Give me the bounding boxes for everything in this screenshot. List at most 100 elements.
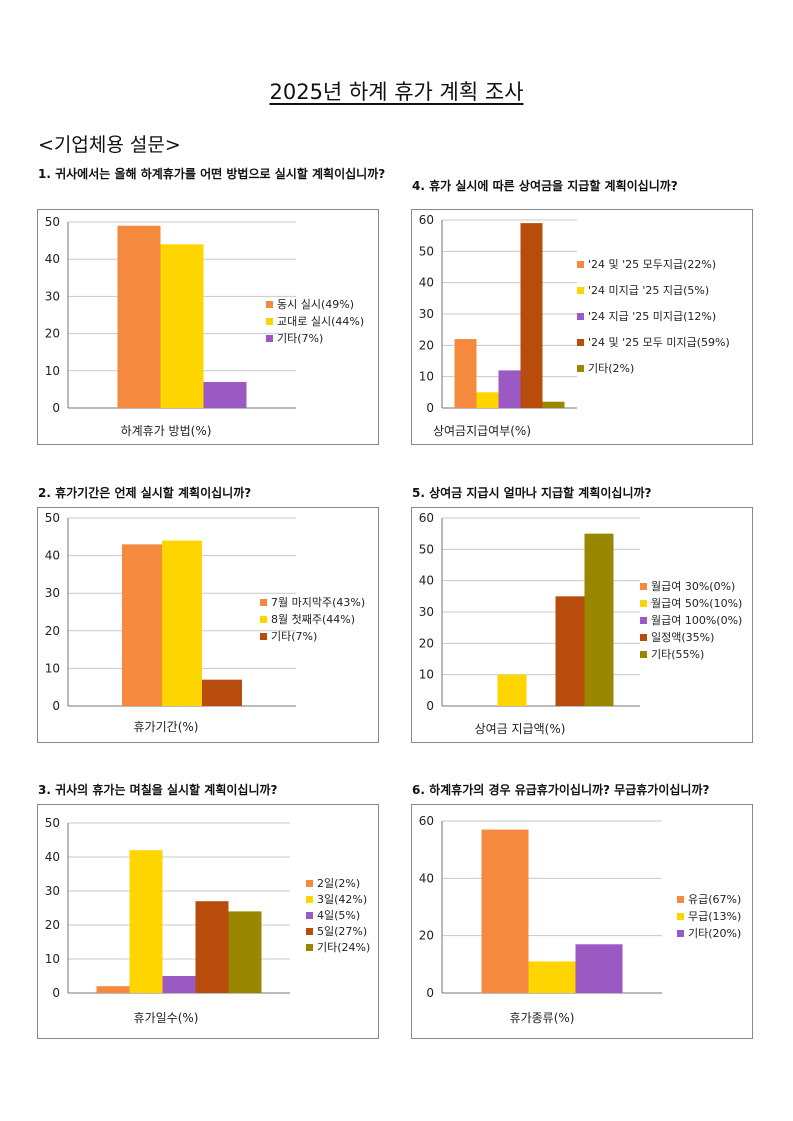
y-tick-label: 50 bbox=[45, 215, 60, 229]
legend-swatch bbox=[677, 930, 684, 937]
legend-label: 기타(2%) bbox=[588, 362, 634, 375]
y-tick-label: 20 bbox=[45, 624, 60, 638]
legend-label: 동시 실시(49%) bbox=[277, 298, 354, 311]
y-tick-label: 10 bbox=[45, 661, 60, 675]
y-tick-label: 30 bbox=[45, 884, 60, 898]
bar-1 bbox=[160, 244, 204, 408]
bar-0 bbox=[96, 986, 130, 993]
chart-svg: 0 10 20 30 40 50 하계휴가 방법(%) 동시 실시(49%) 교대로 실시(44… bbox=[45, 215, 364, 438]
y-tick-label: 0 bbox=[52, 699, 60, 713]
question-2: 2. 휴가기간은 언제 실시할 계획이십니까? bbox=[38, 486, 252, 500]
legend-label: 월급여 30%(0%) bbox=[651, 580, 735, 593]
legend-label: '24 및 '25 모두지급(22%) bbox=[588, 258, 716, 271]
page-title: 2025년 하계 휴가 계획 조사 bbox=[269, 80, 524, 104]
legend-swatch bbox=[266, 335, 273, 342]
chart-svg: 0 10 20 30 40 50 60 상여금 지급액(%) 월급여 30%(0%) 월급여 50… bbox=[419, 511, 743, 736]
legend-label: 교대로 실시(44%) bbox=[277, 315, 364, 328]
y-tick-label: 30 bbox=[419, 605, 434, 619]
y-tick-label: 30 bbox=[45, 586, 60, 600]
chart-vacation-type: 0 20 40 60 휴가종류(%) 유급(67%) 무급(13%) 기타(20%) bbox=[411, 804, 753, 1039]
bar-1 bbox=[129, 850, 163, 993]
x-axis-label: 휴가일수(%) bbox=[134, 1011, 199, 1025]
bar-1 bbox=[476, 392, 499, 408]
bar-0 bbox=[454, 339, 477, 408]
legend-label: 5일(27%) bbox=[317, 924, 367, 938]
bar-4 bbox=[542, 401, 565, 408]
legend-swatch bbox=[260, 616, 267, 623]
y-tick-label: 10 bbox=[45, 364, 60, 378]
bar-2 bbox=[498, 370, 521, 408]
legend-swatch bbox=[577, 339, 584, 346]
y-tick-label: 50 bbox=[419, 542, 434, 556]
y-tick-label: 0 bbox=[426, 699, 434, 713]
y-tick-label: 20 bbox=[419, 929, 434, 943]
legend-label: '24 미지급 '25 지급(5%) bbox=[588, 284, 709, 297]
bar-0 bbox=[481, 829, 529, 993]
legend-swatch bbox=[266, 301, 273, 308]
legend-label: 2일(2%) bbox=[317, 876, 360, 890]
chart-bonus-amount: 0 10 20 30 40 50 60 상여금 지급액(%) 월급여 30%(0%) 월급여 50… bbox=[411, 507, 753, 743]
legend-label: 기타(20%) bbox=[688, 927, 741, 940]
y-tick-label: 0 bbox=[426, 401, 434, 415]
legend-swatch bbox=[677, 896, 684, 903]
legend-label: 일정액(35%) bbox=[651, 630, 714, 644]
y-tick-label: 20 bbox=[419, 338, 434, 352]
question-5: 5. 상여금 지급시 얼마나 지급할 계획이십니까? bbox=[412, 486, 652, 500]
y-tick-label: 50 bbox=[419, 244, 434, 258]
y-tick-label: 40 bbox=[45, 850, 60, 864]
legend-label: 기타(7%) bbox=[271, 630, 317, 643]
legend-label: '24 지급 '25 미지급(12%) bbox=[588, 310, 716, 323]
bar-2 bbox=[203, 381, 247, 408]
legend-swatch bbox=[306, 896, 313, 903]
y-tick-label: 20 bbox=[419, 636, 434, 650]
x-axis-label: 상여금 지급액(%) bbox=[475, 722, 566, 736]
legend-swatch bbox=[260, 633, 267, 640]
section-heading: <기업체용 설문> bbox=[38, 134, 181, 156]
legend-swatch bbox=[640, 617, 647, 624]
bar-2 bbox=[575, 944, 623, 993]
bar-2 bbox=[162, 976, 196, 993]
chart-svg: 0 10 20 30 40 50 휴가일수(%) 2일(2%) 3일(42%) 4일(5%) 5일(… bbox=[45, 816, 371, 1025]
bar-4 bbox=[584, 533, 614, 706]
legend-swatch bbox=[306, 880, 313, 887]
y-tick-label: 40 bbox=[45, 252, 60, 266]
chart-vacation-days: 0 10 20 30 40 50 휴가일수(%) 2일(2%) 3일(42%) 4일(5%) 5일(… bbox=[37, 804, 379, 1039]
legend-label: 기타(24%) bbox=[317, 941, 370, 954]
y-tick-label: 10 bbox=[45, 952, 60, 966]
legend-swatch bbox=[640, 600, 647, 607]
legend-swatch bbox=[306, 912, 313, 919]
legend-swatch bbox=[677, 913, 684, 920]
y-tick-label: 30 bbox=[45, 289, 60, 303]
y-tick-label: 30 bbox=[419, 307, 434, 321]
y-tick-label: 60 bbox=[419, 814, 434, 828]
legend-label: 7월 마지막주(43%) bbox=[271, 596, 365, 609]
x-axis-label: 하계휴가 방법(%) bbox=[121, 424, 212, 438]
x-axis-label: 상여금지급여부(%) bbox=[433, 424, 531, 438]
legend-swatch bbox=[266, 318, 273, 325]
y-tick-label: 40 bbox=[419, 871, 434, 885]
bar-0 bbox=[122, 544, 162, 706]
y-tick-label: 40 bbox=[419, 574, 434, 588]
bar-3 bbox=[195, 901, 229, 993]
legend-swatch bbox=[260, 599, 267, 606]
question-3: 3. 귀사의 휴가는 며칠을 실시할 계획이십니까? bbox=[38, 783, 278, 797]
legend-swatch bbox=[640, 651, 647, 658]
legend-label: 무급(13%) bbox=[688, 910, 741, 923]
legend-label: 8월 첫째주(44%) bbox=[271, 613, 355, 626]
bar-1 bbox=[528, 961, 576, 993]
bar-1 bbox=[497, 674, 527, 706]
chart-svg: 0 20 40 60 휴가종류(%) 유급(67%) 무급(13%) 기타(20%) bbox=[419, 814, 742, 1025]
x-axis-label: 휴가종류(%) bbox=[510, 1011, 575, 1025]
legend-label: 월급여 100%(0%) bbox=[651, 614, 742, 627]
bar-2 bbox=[202, 679, 242, 706]
question-6: 6. 하계휴가의 경우 유급휴가이십니까? 무급휴가이십니까? bbox=[412, 783, 710, 797]
question-1: 1. 귀사에서는 올해 하계휴가를 어떤 방법으로 실시할 계획이십니까? bbox=[38, 167, 386, 181]
chart-svg: 0 10 20 30 40 50 60 상여금지급여부(%) '24 및 '25 모두지급(22… bbox=[419, 213, 730, 438]
legend-swatch bbox=[640, 583, 647, 590]
legend-label: 기타(7%) bbox=[277, 332, 323, 345]
y-tick-label: 40 bbox=[45, 549, 60, 563]
legend-label: 4일(5%) bbox=[317, 908, 360, 922]
legend-swatch bbox=[306, 928, 313, 935]
y-tick-label: 0 bbox=[426, 986, 434, 1000]
legend-swatch bbox=[577, 287, 584, 294]
